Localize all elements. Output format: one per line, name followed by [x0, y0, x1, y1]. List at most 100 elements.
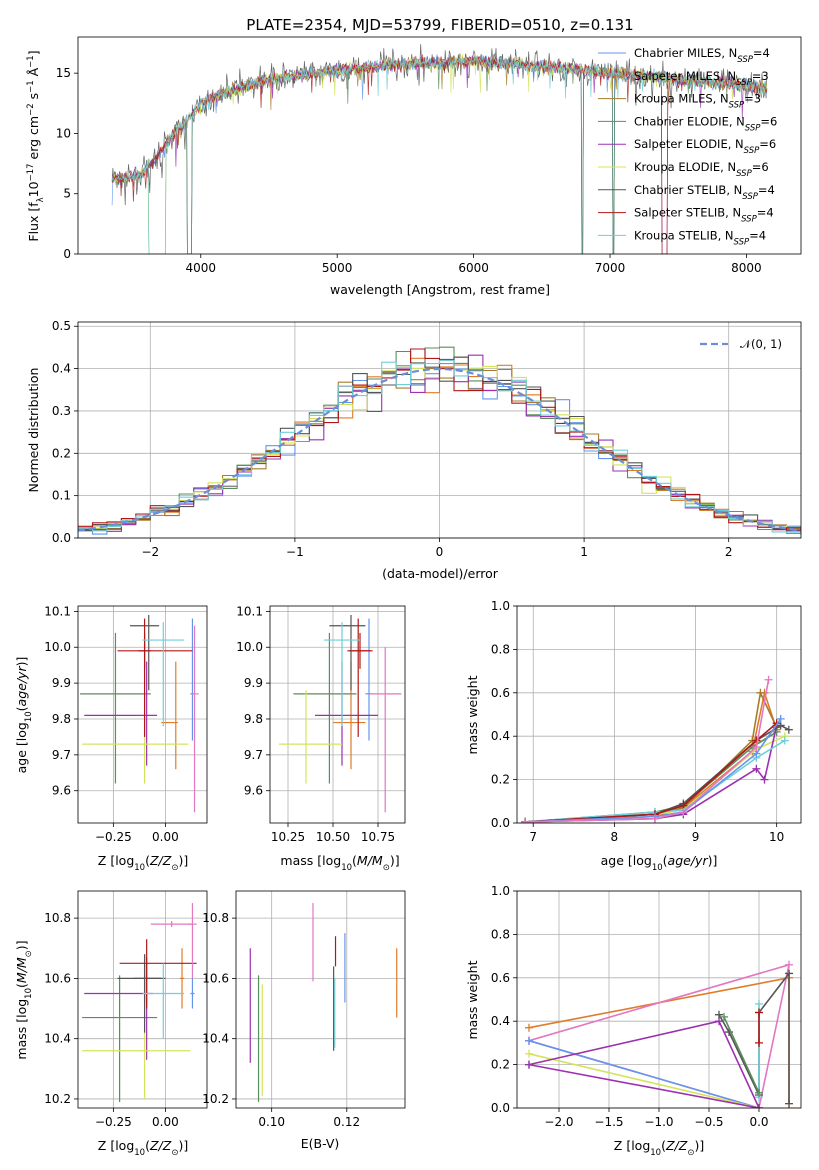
y-tick-label: 15: [56, 66, 71, 80]
label-part: Z/Z: [149, 853, 172, 868]
label-part: =6: [759, 137, 776, 151]
label-part: ⊙: [383, 863, 390, 873]
spectrum-x-label: wavelength [Angstrom, rest frame]: [330, 282, 550, 297]
label-part: M/M: [14, 957, 29, 983]
spectrum-line: [111, 53, 768, 254]
legend-entry: Chabrier STELIB, NSSP=4: [634, 183, 775, 202]
y-tick-label: 0.4: [491, 1014, 510, 1028]
plus-marker: [715, 1010, 723, 1019]
label-part: age [log: [601, 853, 652, 868]
label-part: 10: [24, 988, 34, 999]
y-tick-label: 0.3: [52, 404, 71, 418]
mass-weight-line: [723, 1016, 760, 1094]
label-part: (: [14, 706, 29, 711]
label-part: (: [145, 1138, 150, 1153]
label-part: =6: [752, 160, 769, 174]
label-part: =4: [757, 206, 774, 220]
label-part: 10: [26, 181, 41, 197]
plus-marker: [785, 960, 793, 969]
plus-marker: [755, 999, 763, 1008]
y-tick-label: 10.2: [44, 1092, 71, 1106]
label-part: =4: [758, 183, 775, 197]
label-part: Z [log: [98, 1138, 134, 1153]
x-tick-label: −1.5: [594, 1115, 623, 1129]
x-tick-label: 8000: [731, 261, 762, 275]
age-mw-x-label: age [log10(age/yr)]: [601, 853, 718, 873]
y-tick-label: 10.0: [236, 640, 263, 654]
-plot-area: [521, 675, 793, 823]
y-tick-label: 9.9: [244, 676, 263, 690]
legend-entry: Salpeter ELODIE, NSSP=6: [634, 137, 776, 156]
y-tick-label: 9.7: [244, 748, 263, 762]
label-part: SSP: [742, 192, 758, 202]
label-part: Z [log: [98, 853, 134, 868]
plus-marker: [755, 1008, 763, 1017]
x-tick-label: 0.12: [333, 1115, 360, 1129]
x-tick-label: 0.00: [152, 830, 179, 844]
label-part: Chabrier MILES, N: [634, 46, 737, 60]
spectrum-line: [111, 56, 768, 254]
axes-frame: [77, 605, 208, 824]
label-part: erg cm: [26, 116, 41, 164]
mass-weight-line: [525, 725, 778, 823]
plus-marker: [760, 775, 769, 784]
label-part: Chabrier STELIB, N: [634, 183, 742, 197]
y-tick-label: 0.8: [491, 927, 510, 941]
label-part: (: [663, 853, 668, 868]
x-tick-label: 0.0: [749, 1115, 768, 1129]
y-tick-label: 10.0: [44, 640, 71, 654]
label-part: mass [log: [14, 999, 29, 1060]
label-part: ⊙: [171, 1148, 178, 1158]
x-tick-label: 5000: [322, 261, 353, 275]
spectrum-line: [111, 53, 768, 254]
y-tick-label: 9.8: [244, 712, 263, 726]
-plot-area: [80, 614, 199, 813]
x-tick-label: 2: [725, 545, 733, 559]
label-part: Salpeter ELODIE, N: [634, 137, 744, 151]
-plot-area: [78, 346, 801, 538]
plus-marker: [755, 1038, 763, 1047]
label-part: −2: [26, 103, 36, 116]
y-tick-label: 10.8: [44, 911, 71, 925]
label-part: SSP: [736, 169, 752, 179]
label-part: (: [145, 853, 150, 868]
plus-marker: [525, 1060, 533, 1069]
x-tick-label: 6000: [458, 261, 489, 275]
x-tick-label: 10.75: [361, 830, 395, 844]
label-part: SSP: [729, 101, 745, 111]
x-tick-label: 10.50: [316, 830, 350, 844]
label-part: SSP: [737, 55, 753, 65]
legend-entry: Salpeter MILES, NSSP=3: [634, 69, 769, 88]
x-tick-label: −0.5: [694, 1115, 723, 1129]
axes-frame: [77, 321, 802, 539]
legend-entry: Chabrier ELODIE, NSSP=6: [634, 114, 777, 133]
axes-frame: [269, 605, 406, 824]
y-tick-label: 5: [63, 187, 71, 201]
label-part: 10: [24, 711, 34, 722]
mass-weight-line: [525, 722, 778, 823]
label-part: SSP: [745, 123, 761, 133]
mass-weight-line: [528, 1039, 760, 1108]
y-tick-label: 0.4: [491, 729, 510, 743]
label-part: (: [661, 1138, 666, 1153]
label-part: 10: [650, 1148, 661, 1158]
label-part: )]: [390, 853, 400, 868]
axes-frame: [77, 36, 802, 255]
label-part: =4: [749, 228, 766, 242]
label-part: ]: [26, 50, 41, 55]
y-tick-label: 0: [63, 247, 71, 261]
label-part: Å: [26, 67, 41, 80]
x-tick-label: 0: [436, 545, 444, 559]
spectrum-y-label: Flux [fλ10−17 erg cm−2 s−1 Å−1]: [26, 50, 46, 241]
ebv-x-label: E(B-V): [301, 1136, 340, 1151]
axes-frame: [235, 890, 406, 1109]
spectrum-panel: 4000 5000 6000 7000 8000 0 5 10 15 wavelength [An…: [26, 36, 802, 297]
plus-marker: [764, 675, 773, 684]
label-part: Z/Z: [665, 1138, 688, 1153]
z-age-y-label: age [log10(age/yr)]: [14, 657, 34, 774]
x-tick-label: 7000: [595, 261, 626, 275]
plus-marker: [525, 1023, 533, 1032]
plus-marker: [752, 743, 761, 752]
